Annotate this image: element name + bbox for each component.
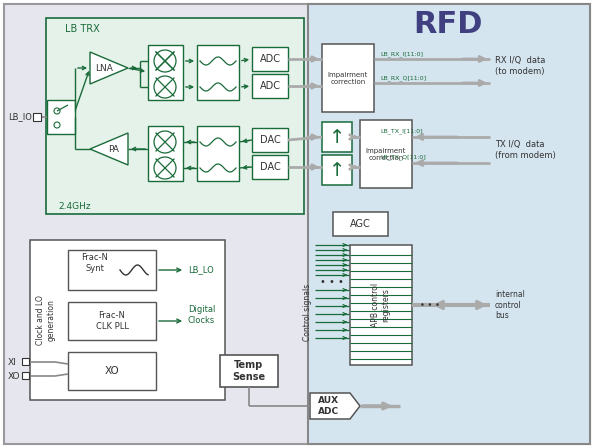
Bar xyxy=(148,45,183,100)
Polygon shape xyxy=(90,52,128,84)
Circle shape xyxy=(154,131,176,153)
Bar xyxy=(308,4,590,444)
Text: LB_TX_I[11:0]: LB_TX_I[11:0] xyxy=(380,128,423,134)
Text: RX I/Q  data
(to modem): RX I/Q data (to modem) xyxy=(495,56,545,76)
Bar xyxy=(68,352,156,390)
Bar xyxy=(46,18,304,214)
Text: ↑: ↑ xyxy=(329,160,345,180)
Text: TX I/Q  data
(from modem): TX I/Q data (from modem) xyxy=(495,140,555,159)
Text: • • •: • • • xyxy=(320,277,344,287)
Bar xyxy=(197,45,239,100)
Text: LB TRX: LB TRX xyxy=(65,24,100,34)
Text: LB_TX_Q[11:0]: LB_TX_Q[11:0] xyxy=(380,154,426,160)
Bar xyxy=(197,126,239,181)
Text: LB_IO: LB_IO xyxy=(8,112,32,121)
Text: XI: XI xyxy=(8,358,17,366)
Bar xyxy=(33,113,41,121)
Text: PA: PA xyxy=(108,145,119,154)
Text: internal
control
bus: internal control bus xyxy=(495,290,525,320)
Text: Temp
Sense: Temp Sense xyxy=(232,360,266,382)
Text: Digital
Clocks: Digital Clocks xyxy=(188,305,215,325)
Circle shape xyxy=(54,108,60,114)
Bar xyxy=(68,302,156,340)
Text: Impairment
correction: Impairment correction xyxy=(366,147,406,160)
Bar xyxy=(22,372,29,379)
Text: ADC: ADC xyxy=(259,81,281,91)
Circle shape xyxy=(154,50,176,72)
Text: Frac-N
CLK PLL: Frac-N CLK PLL xyxy=(95,311,129,331)
Text: Frac-N
Synt: Frac-N Synt xyxy=(82,253,108,273)
Circle shape xyxy=(154,157,176,179)
Bar xyxy=(30,240,225,400)
Bar xyxy=(220,355,278,387)
Text: Clock and LO
generation: Clock and LO generation xyxy=(36,295,55,345)
Text: • • •: • • • xyxy=(420,301,440,310)
Bar xyxy=(68,250,156,290)
Bar xyxy=(252,155,288,179)
Text: RFD: RFD xyxy=(413,9,483,39)
Bar xyxy=(252,74,288,98)
Text: LB_LO: LB_LO xyxy=(188,266,214,275)
Text: LNA: LNA xyxy=(95,64,113,73)
Text: Control signals: Control signals xyxy=(303,284,312,340)
Bar xyxy=(360,120,412,188)
Bar xyxy=(322,122,352,152)
Bar xyxy=(252,128,288,152)
Bar xyxy=(148,126,183,181)
Bar xyxy=(252,47,288,71)
Text: AGC: AGC xyxy=(350,219,370,229)
Text: AUX
ADC: AUX ADC xyxy=(318,396,340,416)
Text: ADC: ADC xyxy=(259,54,281,64)
Bar xyxy=(322,44,374,112)
Text: LB_RX_Q[11:0]: LB_RX_Q[11:0] xyxy=(380,75,426,81)
Bar xyxy=(47,100,75,134)
Circle shape xyxy=(54,122,60,128)
Text: XO: XO xyxy=(105,366,119,376)
Polygon shape xyxy=(90,133,128,165)
Polygon shape xyxy=(310,393,360,419)
Bar xyxy=(22,358,29,365)
Bar xyxy=(322,155,352,185)
Bar xyxy=(350,245,412,365)
Text: XO: XO xyxy=(8,371,20,380)
Text: DAC: DAC xyxy=(260,162,280,172)
Text: DAC: DAC xyxy=(260,135,280,145)
Bar xyxy=(333,212,388,236)
Text: ↑: ↑ xyxy=(329,128,345,146)
Text: LB_RX_I[11:0]: LB_RX_I[11:0] xyxy=(380,51,423,57)
Text: Impairment
correction: Impairment correction xyxy=(328,72,368,85)
Circle shape xyxy=(154,76,176,98)
Text: APB control
registers: APB control registers xyxy=(371,283,391,327)
Text: 2.4GHz: 2.4GHz xyxy=(58,202,91,211)
